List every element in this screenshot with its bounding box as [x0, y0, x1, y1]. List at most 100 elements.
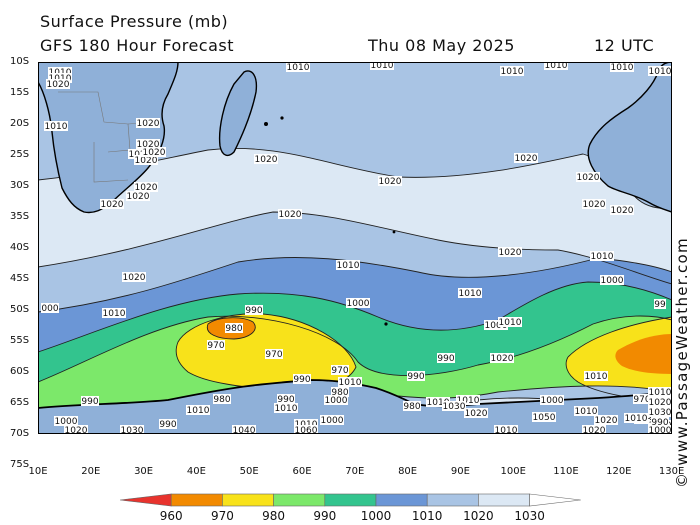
isobar-label-bg — [225, 323, 243, 333]
isobar-label-bg — [633, 394, 651, 404]
isobar-label-bg — [294, 419, 318, 429]
isobar-label-bg — [159, 419, 177, 429]
isobar-label-bg — [594, 415, 618, 425]
isobar-label: 1030 — [121, 426, 144, 434]
isobar-label-bg — [498, 317, 522, 327]
isobar-label-bg — [102, 308, 126, 318]
isobar-label-bg — [48, 67, 72, 77]
isobar-label-bg — [346, 298, 370, 308]
legend-swatch — [273, 493, 326, 507]
isobar-label: 1040 — [233, 426, 256, 434]
isobar-label: 990 — [651, 418, 668, 428]
isobar-label-bg — [254, 154, 278, 164]
isobar-label-bg — [426, 397, 450, 407]
isobar-label: 1010 — [187, 406, 210, 416]
isobar-label: 970 — [331, 366, 348, 376]
isobar-label: 1020 — [127, 192, 150, 202]
isobar-label-bg — [286, 62, 310, 72]
isobar-label: 1020 — [595, 416, 618, 426]
isobar-label: 1000 — [485, 321, 508, 331]
lat-label-50S: 50S — [10, 304, 30, 315]
legend-label-1030: 1030 — [514, 509, 545, 523]
isobar-label-bg — [48, 73, 72, 83]
isobar-label: 1020 — [101, 200, 124, 210]
isobar-label-bg — [294, 425, 318, 434]
isobar-label-bg — [648, 407, 672, 417]
isobar-label: 1020 — [515, 154, 538, 164]
isobar-label: 1060 — [295, 426, 318, 434]
isobar-label: 1000 — [321, 416, 344, 426]
isobar-label: 1000 — [55, 417, 78, 427]
lon-label-130E: 130E — [658, 466, 685, 477]
isobar-label-bg — [590, 251, 614, 261]
isobar-label: 99 — [654, 300, 666, 310]
isobar-label: 970 — [633, 395, 650, 405]
isobar-label-bg — [128, 149, 152, 159]
isobar-label: 990 — [277, 395, 294, 405]
isobar-label-bg — [324, 395, 348, 405]
isobar-label-bg — [437, 353, 455, 363]
isobar-label: 1010 — [459, 289, 482, 299]
lon-label-10E: 10E — [28, 466, 48, 477]
isobar-label-bg — [456, 395, 480, 405]
isobar-label: 1020 — [135, 183, 158, 193]
legend-label-960: 960 — [159, 509, 183, 523]
isobar-label-bg — [600, 275, 624, 285]
lon-label-20E: 20E — [81, 466, 101, 477]
isobar-label: 990 — [159, 420, 176, 430]
isobar-label-bg — [207, 340, 225, 350]
pressure-legend — [120, 493, 581, 507]
lat-label-70S: 70S — [10, 428, 30, 439]
isobar-label: 1010 — [611, 63, 634, 73]
isobar-label: 970 — [207, 341, 224, 351]
isobar-label: 1000 — [325, 396, 348, 406]
isobar-label-bg — [100, 199, 124, 209]
isobar-label: 990 — [293, 375, 310, 385]
isobar-labels: 1010101010201010101010101010101010101010… — [41, 62, 672, 434]
isobar-label: 1020 — [583, 426, 606, 434]
isobar-label: 1010 — [499, 318, 522, 328]
isobar-label: 1020 — [611, 206, 634, 216]
legend-label-1010: 1010 — [411, 509, 443, 523]
legend-swatch — [120, 493, 172, 507]
isobar-label-bg — [648, 425, 672, 434]
isobar-label-bg — [648, 397, 672, 407]
isobar-label-bg — [293, 374, 311, 384]
isobar-label-bg — [370, 62, 394, 70]
lon-label-40E: 40E — [186, 466, 206, 477]
isobar-label-bg — [213, 394, 231, 404]
lat-label-25S: 25S — [10, 149, 30, 160]
map-frame — [38, 62, 672, 434]
isobar-label-bg — [582, 425, 606, 434]
isobar-label: 1010 — [591, 252, 614, 262]
isobar-label-bg — [484, 320, 508, 330]
legend-label-1000: 1000 — [360, 509, 392, 523]
isobar-label-bg — [46, 79, 70, 89]
isobar-label-bg — [331, 387, 349, 397]
lon-label-90E: 90E — [450, 466, 470, 477]
legend-swatch — [478, 493, 530, 507]
isobar-label: 1020 — [255, 155, 278, 165]
isobar-label: 1010 — [501, 67, 524, 77]
lat-label-35S: 35S — [10, 211, 30, 222]
isobar-label-bg — [624, 413, 648, 423]
lat-label-65S: 65S — [10, 397, 30, 408]
lat-label-40S: 40S — [10, 242, 30, 253]
isobar-label-bg — [274, 403, 298, 413]
isobar-label: 1020 — [491, 354, 514, 364]
isobar-label-bg — [186, 405, 210, 415]
legend-label-970: 970 — [210, 509, 234, 523]
isobar-label-bg — [331, 365, 349, 375]
isobar-label-bg — [500, 66, 524, 76]
isobar-label-bg — [44, 121, 68, 131]
landmass-antarctica — [38, 379, 672, 434]
isobar-label-bg — [610, 205, 634, 215]
isobar-label: 1020 — [465, 409, 488, 419]
isobar-label: 1010 — [427, 398, 450, 408]
isobar-label-bg — [120, 425, 144, 434]
isobar-label-bg — [320, 415, 344, 425]
isobar-label-bg — [582, 199, 606, 209]
isobar-label: 1020 — [499, 248, 522, 258]
isobar-label: 990 — [437, 354, 454, 364]
forecast-date: Thu 08 May 2025 — [368, 36, 515, 55]
